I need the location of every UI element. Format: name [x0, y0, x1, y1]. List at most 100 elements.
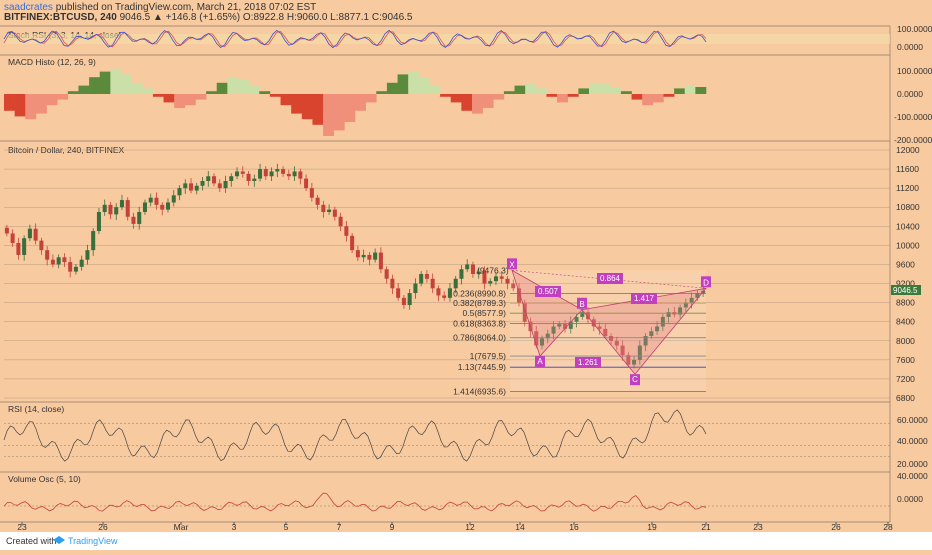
candle-down	[522, 302, 527, 322]
candle-up	[453, 278, 458, 289]
macd-bar	[206, 91, 218, 94]
macd-bar	[57, 94, 69, 100]
publisher-name[interactable]: saadcrates	[4, 2, 53, 13]
vol-tick: 40.0000	[897, 471, 928, 481]
candle-down	[355, 250, 360, 258]
macd-bar	[610, 87, 622, 94]
candle-up	[292, 171, 297, 177]
candle-down	[332, 209, 337, 217]
macd-bar	[578, 88, 590, 94]
candle-up	[275, 169, 280, 172]
candle-up	[465, 264, 470, 270]
candle-up	[580, 312, 585, 317]
candle-down	[614, 340, 619, 346]
macd-bar	[695, 87, 707, 94]
pattern-point-marker	[577, 297, 587, 309]
candle-up	[22, 238, 27, 255]
candle-up	[419, 274, 424, 284]
candle-down	[131, 216, 136, 224]
symbol-line: BITFINEX:BTCUSD, 240 9046.5 ▲ +146.8 (+1…	[4, 12, 413, 23]
plots: 12000 11600 11200 10800 10400 10000 9600 9200 88…	[3, 29, 920, 532]
publisher-line: saadcrates published on TradingView.com,…	[4, 2, 316, 13]
price-tick-label: 8400	[896, 317, 915, 327]
macd-bar	[429, 85, 441, 94]
candle-down	[10, 233, 15, 243]
macd-bar	[450, 94, 462, 103]
macd-bar	[195, 94, 207, 100]
tradingview-logo[interactable]: TradingView	[53, 536, 118, 546]
last-price-badge	[891, 285, 921, 295]
macd-bar	[227, 77, 239, 94]
x-tick-label: 19	[647, 522, 657, 532]
macd-bar	[386, 82, 398, 94]
candle-down	[603, 328, 608, 336]
candle-up	[373, 252, 378, 260]
candle-up	[660, 316, 665, 327]
macd-bar	[163, 94, 175, 103]
candle-down	[626, 355, 631, 365]
macd-bar	[67, 91, 79, 94]
macd-bar	[259, 91, 271, 94]
vol-tick: 0.0000	[897, 494, 923, 504]
candle-down	[246, 173, 251, 181]
pattern-point-label: B	[579, 300, 584, 309]
price-tick-label: 10000	[896, 240, 920, 250]
macd-bar	[46, 94, 58, 106]
candle-down	[240, 171, 245, 174]
candle-up	[165, 202, 171, 210]
macd-bar	[35, 94, 47, 114]
x-tick-label: 26	[831, 522, 841, 532]
fib-level-label: 0.5(8577.9)	[463, 308, 507, 318]
price-tick-label: 12000	[896, 145, 920, 155]
candle-up	[171, 195, 176, 203]
macd-bar	[482, 94, 494, 108]
candle-down	[482, 271, 487, 284]
macd-bar	[184, 94, 196, 106]
macd-bar	[142, 88, 154, 94]
candle-up	[79, 259, 84, 267]
macd-bar	[652, 94, 664, 103]
x-tick-label: 26	[98, 522, 108, 532]
x-tick-label: 9	[390, 522, 395, 532]
x-tick-label: 14	[515, 522, 525, 532]
macd-bar	[397, 74, 409, 94]
candle-up	[56, 257, 61, 265]
candle-up	[459, 269, 464, 279]
candle-down	[430, 278, 435, 289]
candle-up	[235, 171, 240, 177]
x-tick-label: 16	[569, 522, 579, 532]
pattern-point-label: X	[509, 260, 515, 269]
macd-bar	[269, 94, 281, 97]
macd-bar	[131, 82, 143, 94]
candle-down	[396, 288, 401, 298]
candle-down	[586, 312, 591, 320]
candle-down	[188, 183, 194, 191]
rsi-line	[3, 409, 707, 462]
macd-bar	[312, 94, 324, 125]
candle-down	[286, 173, 291, 177]
candle-down	[68, 262, 73, 272]
candle-up	[539, 338, 545, 346]
rsi-tick: 40.0000	[897, 436, 928, 446]
price-tick-label: 11200	[896, 183, 919, 193]
candle-up	[637, 345, 642, 360]
candle-up	[695, 293, 700, 298]
candle-down	[516, 288, 522, 303]
candle-down	[50, 259, 55, 265]
macd-bar	[684, 85, 696, 94]
candle-up	[177, 188, 182, 196]
candle-up	[327, 209, 332, 212]
macd-tick: -200.0000	[894, 135, 932, 145]
candle-down	[563, 324, 568, 329]
candle-up	[137, 212, 142, 224]
x-tick-label: 28	[883, 522, 893, 532]
candle-down	[597, 326, 602, 329]
macd-bar	[121, 74, 132, 94]
pattern-ratio-badge	[597, 273, 623, 284]
macd-label: MACD Histo (12, 26, 9)	[8, 57, 96, 67]
candle-up	[649, 331, 654, 336]
volume-osc-line	[3, 492, 707, 512]
candle-up	[258, 169, 263, 179]
candle-up	[200, 181, 205, 186]
candle-up	[476, 271, 481, 274]
